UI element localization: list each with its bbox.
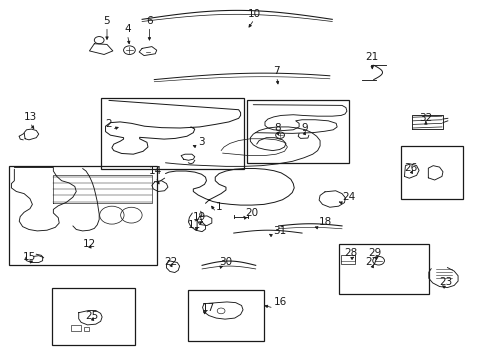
Bar: [400, 145, 462, 199]
Text: 7: 7: [273, 66, 280, 76]
Bar: [338, 244, 428, 294]
Text: 6: 6: [146, 16, 152, 26]
Text: 14: 14: [149, 166, 162, 176]
Text: 16: 16: [273, 297, 286, 307]
Bar: [71, 325, 81, 330]
Text: 5: 5: [103, 16, 110, 26]
Text: 24: 24: [341, 192, 355, 202]
Text: 17: 17: [201, 303, 214, 314]
Text: 22: 22: [163, 257, 177, 267]
Text: 19: 19: [193, 212, 206, 222]
Text: 21: 21: [365, 51, 378, 62]
Text: 18: 18: [318, 217, 331, 227]
Bar: [188, 291, 264, 341]
Text: 4: 4: [124, 24, 130, 34]
Text: 23: 23: [438, 277, 451, 287]
Text: 11: 11: [188, 220, 201, 230]
Text: 29: 29: [368, 248, 381, 258]
Text: 2: 2: [105, 119, 112, 129]
Text: 1: 1: [216, 202, 223, 212]
Text: 3: 3: [197, 137, 204, 147]
Text: 26: 26: [404, 163, 417, 173]
Text: 8: 8: [274, 123, 281, 134]
Bar: [52, 288, 135, 345]
Text: 15: 15: [22, 252, 36, 262]
Bar: [246, 100, 348, 163]
Bar: [9, 166, 157, 265]
Text: 9: 9: [301, 123, 307, 134]
Text: 25: 25: [85, 311, 99, 320]
Bar: [83, 327, 89, 330]
Text: 28: 28: [344, 248, 357, 258]
Text: 32: 32: [418, 113, 431, 123]
Bar: [340, 255, 354, 264]
Text: 20: 20: [245, 208, 258, 218]
Bar: [101, 98, 244, 169]
Text: 12: 12: [82, 239, 96, 249]
Text: 13: 13: [23, 112, 37, 122]
Text: 27: 27: [365, 257, 378, 267]
Text: 31: 31: [272, 226, 285, 235]
Text: 10: 10: [247, 9, 260, 19]
Text: 30: 30: [219, 257, 232, 267]
